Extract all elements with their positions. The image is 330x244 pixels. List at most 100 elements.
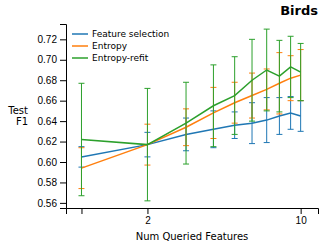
error-bar bbox=[232, 57, 238, 135]
legend-label: Entropy-refit bbox=[92, 53, 149, 63]
y-tick: 0.72 bbox=[38, 34, 66, 45]
y-tick-label: 0.60 bbox=[38, 157, 58, 168]
y-tick-mark bbox=[60, 80, 66, 81]
x-tick-label: 10 bbox=[296, 215, 308, 226]
error-bar-cap bbox=[78, 83, 84, 84]
error-bar-cap bbox=[78, 195, 84, 196]
y-tick-label: 0.62 bbox=[38, 136, 58, 147]
chart-container: 2 10 0.56 0.58 0.60 0.62 0.64 0.66 0.68 0.70 0.72 B… bbox=[0, 0, 330, 244]
y-axis-line bbox=[60, 25, 67, 209]
y-tick-label: 0.66 bbox=[38, 95, 58, 106]
error-bar-cap bbox=[249, 121, 255, 122]
y-tick: 0.68 bbox=[38, 75, 66, 86]
y-tick: 0.62 bbox=[38, 136, 66, 147]
error-bar-cap bbox=[276, 40, 282, 41]
x-axis-line bbox=[67, 209, 319, 215]
series-line bbox=[81, 75, 300, 168]
y-tick: 0.56 bbox=[38, 198, 66, 209]
error-bar-cap bbox=[183, 164, 189, 165]
error-bar-cap bbox=[298, 43, 304, 44]
error-bar-cap bbox=[298, 100, 304, 101]
y-tick-mark bbox=[60, 60, 66, 61]
error-bar-cap bbox=[264, 142, 270, 143]
error-bar-stem bbox=[290, 97, 291, 130]
y-tick: 0.60 bbox=[38, 157, 66, 168]
y-tick: 0.58 bbox=[38, 177, 66, 188]
error-bar-cap bbox=[276, 111, 282, 112]
error-bar-cap bbox=[298, 131, 304, 132]
x-tick-mark bbox=[147, 208, 148, 214]
y-tick-mark bbox=[60, 203, 66, 204]
error-bar bbox=[144, 88, 150, 200]
error-bar-cap bbox=[232, 134, 238, 135]
x-tick-mark bbox=[81, 208, 82, 214]
legend-label: Entropy bbox=[92, 41, 128, 51]
y-tick-label: 0.58 bbox=[38, 177, 58, 188]
error-bar bbox=[210, 65, 216, 147]
series bbox=[78, 50, 303, 189]
error-bar-cap bbox=[288, 36, 294, 37]
error-bar-cap bbox=[210, 147, 216, 148]
chart-svg: 2 10 0.56 0.58 0.60 0.62 0.64 0.66 0.68 0.70 0.72 B… bbox=[0, 0, 330, 244]
error-bar bbox=[288, 36, 294, 97]
error-bar bbox=[288, 97, 294, 130]
error-bar-cap bbox=[144, 88, 150, 89]
error-bar-stem bbox=[234, 57, 235, 135]
error-bar-cap bbox=[144, 200, 150, 201]
error-bar-stem bbox=[300, 101, 301, 132]
x-axis-title: Num Queried Features bbox=[136, 231, 249, 242]
y-tick-mark bbox=[60, 39, 66, 40]
y-tick-mark bbox=[60, 142, 66, 143]
error-bar-stem bbox=[213, 65, 214, 147]
y-axis-title: TestF1 bbox=[7, 105, 28, 127]
error-bar bbox=[183, 82, 189, 164]
legend-swatch bbox=[72, 45, 88, 47]
error-bar-stem bbox=[81, 83, 82, 195]
legend: Feature selection Entropy Entropy-refit bbox=[72, 29, 169, 63]
y-tick: 0.70 bbox=[38, 54, 66, 65]
legend-item: Entropy bbox=[72, 41, 128, 51]
error-bar bbox=[298, 43, 304, 100]
plot-area bbox=[78, 29, 303, 201]
error-bar bbox=[276, 40, 282, 112]
series-line bbox=[81, 67, 300, 145]
y-axis-title-line: Test bbox=[7, 105, 28, 116]
error-bar-stem bbox=[186, 82, 187, 164]
error-bar-stem bbox=[290, 36, 291, 97]
x-tick: 2 bbox=[145, 208, 151, 226]
y-tick-label: 0.72 bbox=[38, 34, 58, 45]
x-tick-label: 2 bbox=[145, 215, 151, 226]
error-bar-cap bbox=[210, 146, 216, 147]
error-bar-stem bbox=[252, 39, 253, 121]
y-tick-mark bbox=[60, 162, 66, 163]
x-axis: 2 10 bbox=[67, 208, 319, 226]
error-bar-cap bbox=[298, 100, 304, 101]
chart-title: Birds bbox=[280, 3, 318, 18]
error-bar-cap bbox=[210, 64, 216, 65]
x-tick: 10 bbox=[296, 208, 308, 226]
legend-swatch bbox=[72, 57, 88, 59]
error-bar-cap bbox=[232, 138, 238, 139]
y-tick-label: 0.68 bbox=[38, 75, 58, 86]
y-tick: 0.66 bbox=[38, 95, 66, 106]
error-bar-cap bbox=[298, 100, 304, 101]
y-tick-label: 0.56 bbox=[38, 198, 58, 209]
y-tick-mark bbox=[60, 121, 66, 122]
error-bar-stem bbox=[147, 88, 148, 200]
y-tick-mark bbox=[60, 182, 66, 183]
legend-item: Feature selection bbox=[72, 29, 169, 39]
y-axis: 0.56 0.58 0.60 0.62 0.64 0.66 0.68 0.70 0.72 bbox=[38, 25, 67, 209]
error-bar-stem bbox=[279, 40, 280, 112]
error-bar-cap bbox=[276, 134, 282, 135]
y-tick-label: 0.64 bbox=[38, 116, 58, 127]
error-bar-cap bbox=[276, 113, 282, 114]
y-axis-title-line: F1 bbox=[16, 116, 28, 127]
y-tick-label: 0.70 bbox=[38, 54, 58, 65]
legend-label: Feature selection bbox=[92, 29, 169, 39]
error-bar-cap bbox=[288, 129, 294, 130]
x-tick-mark bbox=[301, 208, 302, 214]
error-bar bbox=[298, 101, 304, 132]
y-tick: 0.64 bbox=[38, 116, 66, 127]
error-bar-cap bbox=[288, 100, 294, 101]
error-bar-cap bbox=[264, 110, 270, 111]
